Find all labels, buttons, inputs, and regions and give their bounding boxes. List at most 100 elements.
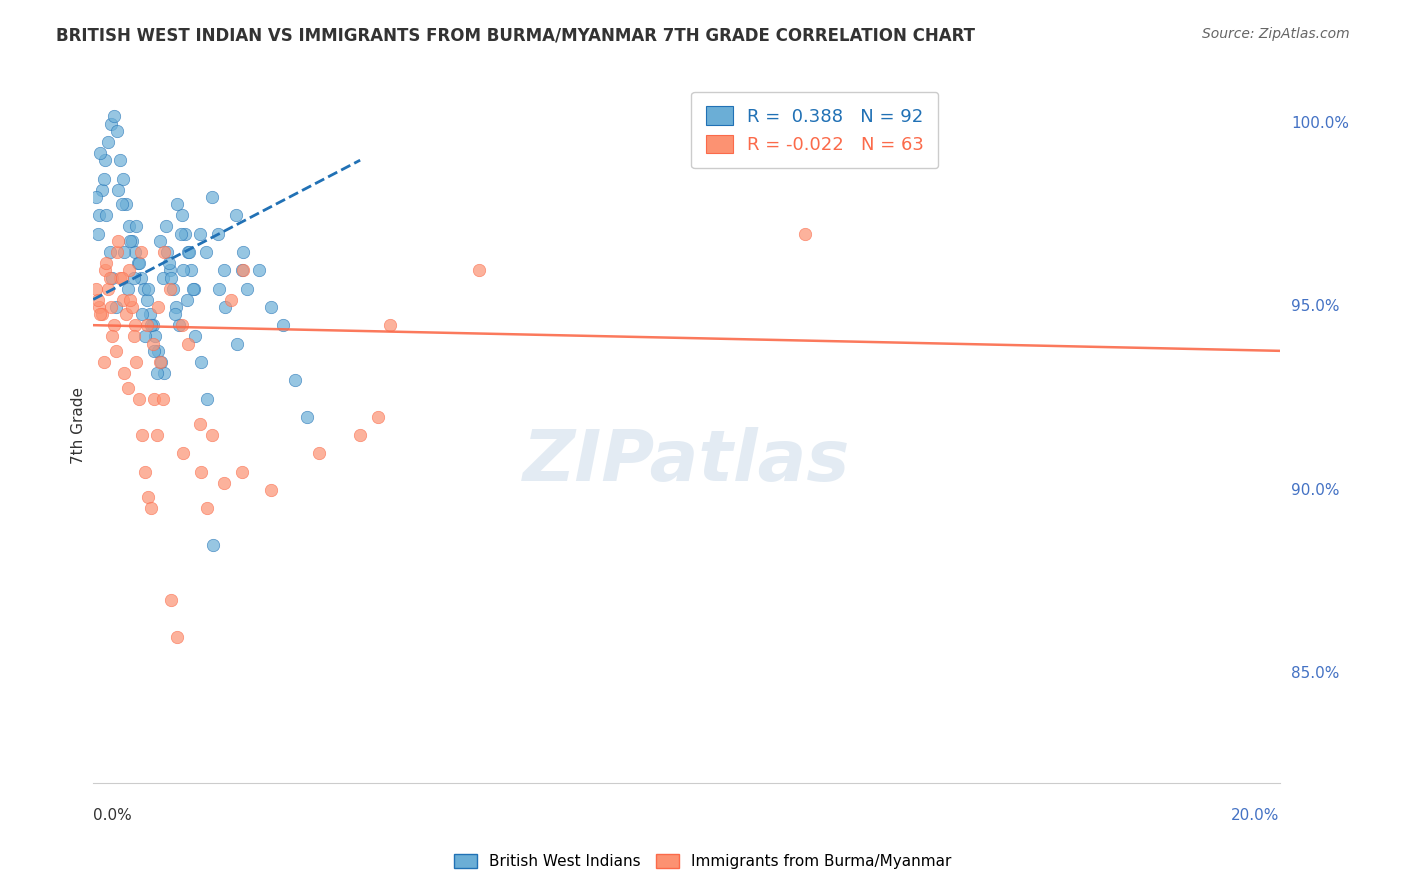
Point (127, 256, 149, 270)
Point (141, 318, 163, 333)
Point (91, 182, 114, 196)
Point (214, 300, 236, 314)
Point (142, 392, 165, 406)
Point (87, 293, 110, 307)
Point (159, 263, 181, 277)
Point (129, 244, 152, 259)
Text: Source: ZipAtlas.com: Source: ZipAtlas.com (1202, 27, 1350, 41)
Point (125, 355, 148, 369)
Point (121, 234, 143, 248)
Point (177, 244, 200, 259)
Point (128, 392, 150, 406)
Point (195, 392, 218, 406)
Point (194, 244, 217, 259)
Point (162, 281, 184, 295)
Point (260, 483, 283, 498)
Point (105, 124, 128, 138)
Point (295, 409, 318, 424)
Point (118, 293, 141, 307)
Point (148, 300, 170, 314)
Point (124, 244, 146, 259)
Point (125, 219, 148, 234)
Point (114, 307, 136, 321)
Point (111, 270, 134, 285)
Point (135, 318, 157, 333)
Point (122, 329, 145, 343)
Point (118, 219, 141, 234)
Point (468, 263, 491, 277)
Point (232, 244, 254, 259)
Point (135, 293, 157, 307)
Point (225, 336, 247, 351)
Point (134, 329, 156, 343)
Point (207, 227, 229, 241)
Text: 90.0%: 90.0% (1291, 483, 1340, 498)
Point (271, 318, 294, 333)
Point (101, 270, 124, 285)
Point (97, 135, 120, 149)
Point (179, 244, 201, 259)
Point (142, 343, 165, 358)
Text: 85.0%: 85.0% (1291, 666, 1339, 681)
Point (183, 281, 205, 295)
Point (134, 465, 156, 479)
Point (94, 263, 117, 277)
Point (219, 293, 242, 307)
Point (96, 256, 118, 270)
Point (131, 428, 153, 442)
Point (103, 318, 125, 333)
Point (107, 182, 129, 196)
Point (141, 501, 163, 516)
Point (149, 355, 172, 369)
Point (160, 270, 183, 285)
Point (247, 263, 270, 277)
Point (94, 153, 117, 168)
Point (141, 318, 163, 333)
Point (284, 373, 307, 387)
Point (202, 538, 225, 552)
Point (172, 208, 194, 222)
Point (181, 281, 204, 295)
Point (167, 318, 190, 333)
Point (201, 190, 224, 204)
Point (152, 392, 174, 406)
Point (97, 281, 120, 295)
Legend: British West Indians, Immigrants from Burma/Myanmar: British West Indians, Immigrants from Bu… (449, 848, 957, 875)
Point (121, 300, 143, 314)
Point (212, 263, 235, 277)
Point (112, 366, 135, 380)
Point (117, 380, 139, 394)
Point (136, 281, 159, 295)
Point (118, 263, 141, 277)
Point (172, 446, 194, 460)
Point (87, 300, 110, 314)
Point (150, 355, 173, 369)
Point (149, 234, 172, 248)
Point (132, 281, 155, 295)
Text: ZIPatlas: ZIPatlas (523, 427, 851, 496)
Point (165, 307, 187, 321)
Point (145, 329, 167, 343)
Point (177, 336, 200, 351)
Point (225, 208, 247, 222)
Point (180, 263, 202, 277)
Y-axis label: 7th Grade: 7th Grade (72, 387, 86, 465)
Point (98, 244, 121, 259)
Point (141, 336, 163, 351)
Point (160, 593, 183, 607)
Point (349, 428, 371, 442)
Point (378, 318, 401, 333)
Point (84, 281, 107, 295)
Point (166, 197, 188, 211)
Point (89, 307, 111, 321)
Point (188, 417, 211, 432)
Point (794, 227, 817, 241)
Point (104, 300, 127, 314)
Point (96, 208, 118, 222)
Point (136, 491, 159, 505)
Point (100, 300, 122, 314)
Point (212, 475, 235, 490)
Point (190, 355, 212, 369)
Point (201, 428, 224, 442)
Point (122, 270, 145, 285)
